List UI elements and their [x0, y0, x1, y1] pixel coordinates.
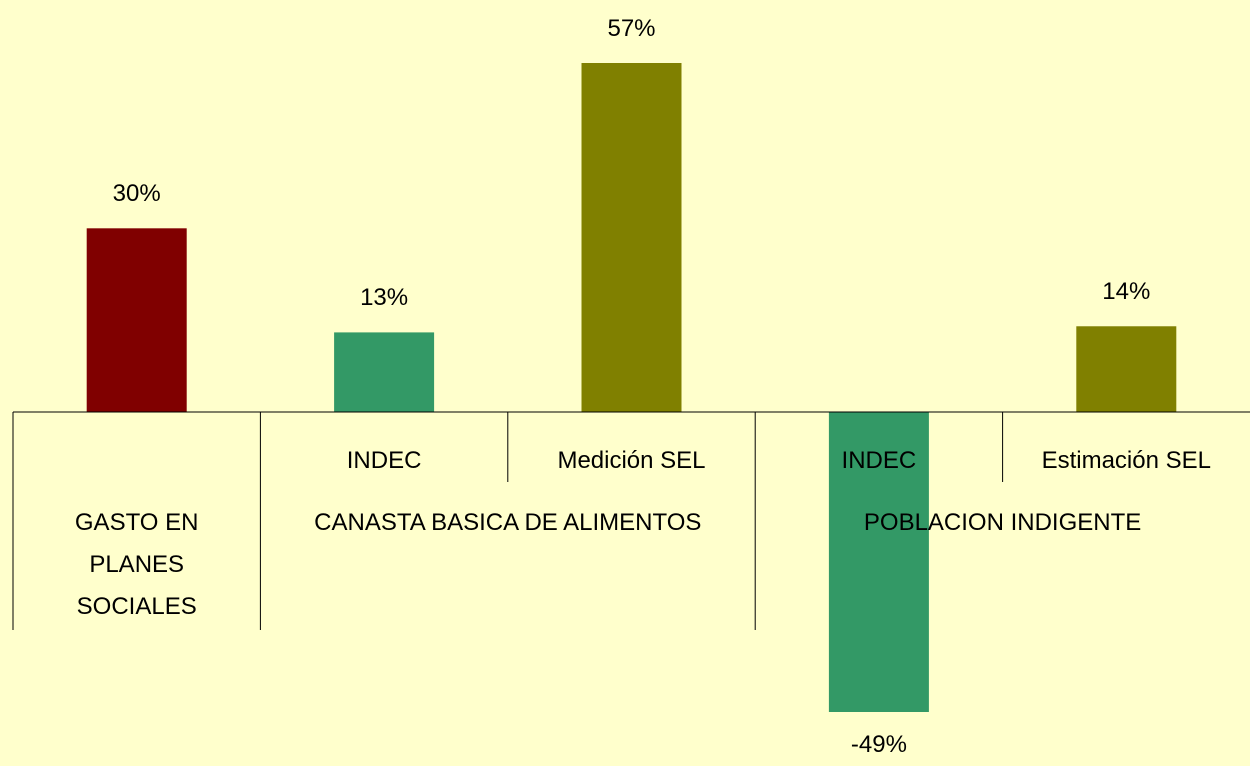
bar — [828, 411, 929, 712]
group-label: CANASTA BASICA DE ALIMENTOS — [314, 509, 702, 536]
bar — [581, 63, 682, 412]
group-label: POBLACION INDIGENTE — [863, 509, 1142, 536]
x-tick-label: INDEC — [841, 447, 917, 474]
bar — [1076, 326, 1177, 412]
x-tick-label: Estimación SEL — [1041, 447, 1211, 474]
data-label: -49% — [850, 731, 907, 758]
x-tick-label: INDEC — [346, 447, 422, 474]
x-tick-label: Medición SEL — [557, 447, 706, 474]
bar — [86, 228, 187, 412]
data-label: 14% — [1102, 278, 1151, 306]
data-label: 30% — [112, 180, 161, 208]
data-label: 13% — [360, 284, 409, 312]
group-label: GASTO EN PLANES SOCIALES — [74, 509, 199, 620]
bar — [334, 332, 435, 412]
data-label: 57% — [607, 15, 656, 42]
